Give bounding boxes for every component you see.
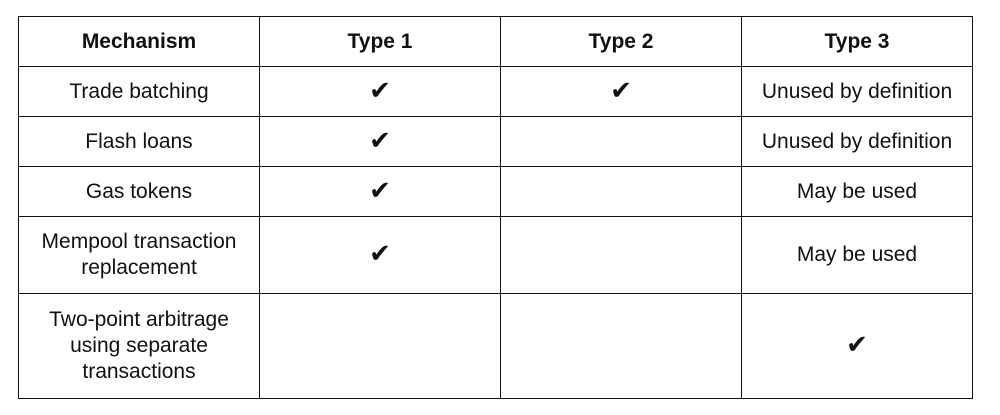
header-type-1: Type 1 bbox=[259, 16, 501, 67]
table-row: Flash loans ✔ Unused by definition bbox=[18, 116, 973, 167]
comparison-table-container: Mechanism Type 1 Type 2 Type 3 Trade bat… bbox=[18, 16, 973, 399]
cell-type-2 bbox=[500, 293, 742, 399]
table-row: Trade batching ✔ ✔ Unused by definition bbox=[18, 66, 973, 117]
cell-type-1: ✔ bbox=[259, 116, 501, 167]
cell-type-1: ✔ bbox=[259, 66, 501, 117]
mechanism-comparison-table: Mechanism Type 1 Type 2 Type 3 Trade bat… bbox=[18, 16, 973, 399]
cell-type-3: Unused by definition bbox=[741, 66, 973, 117]
cell-type-1: ✔ bbox=[259, 166, 501, 217]
table-row: Two-point arbitrage using separate trans… bbox=[18, 293, 973, 399]
table-header-row: Mechanism Type 1 Type 2 Type 3 bbox=[18, 16, 973, 67]
table-row: Gas tokens ✔ May be used bbox=[18, 166, 973, 217]
checkmark-icon: ✔ bbox=[369, 125, 391, 156]
cell-mechanism: Trade batching bbox=[18, 66, 260, 117]
cell-type-1 bbox=[259, 293, 501, 399]
cell-type-2 bbox=[500, 116, 742, 167]
header-type-3: Type 3 bbox=[741, 16, 973, 67]
cell-mechanism: Two-point arbitrage using separate trans… bbox=[18, 293, 260, 399]
checkmark-icon: ✔ bbox=[369, 239, 391, 269]
checkmark-icon: ✔ bbox=[369, 75, 391, 106]
checkmark-icon: ✔ bbox=[846, 330, 868, 360]
header-type-2: Type 2 bbox=[500, 16, 742, 67]
cell-type-2 bbox=[500, 216, 742, 294]
header-mechanism: Mechanism bbox=[18, 16, 260, 67]
cell-type-3: May be used bbox=[741, 216, 973, 294]
cell-mechanism: Flash loans bbox=[18, 116, 260, 167]
cell-type-1: ✔ bbox=[259, 216, 501, 294]
table-row: Mempool transaction replacement ✔ May be… bbox=[18, 216, 973, 294]
cell-type-2 bbox=[500, 166, 742, 217]
checkmark-icon: ✔ bbox=[610, 75, 632, 106]
cell-mechanism: Mempool transaction replacement bbox=[18, 216, 260, 294]
checkmark-icon: ✔ bbox=[369, 175, 391, 206]
cell-type-3: May be used bbox=[741, 166, 973, 217]
cell-mechanism: Gas tokens bbox=[18, 166, 260, 217]
cell-type-2: ✔ bbox=[500, 66, 742, 117]
cell-type-3: ✔ bbox=[741, 293, 973, 399]
cell-type-3: Unused by definition bbox=[741, 116, 973, 167]
